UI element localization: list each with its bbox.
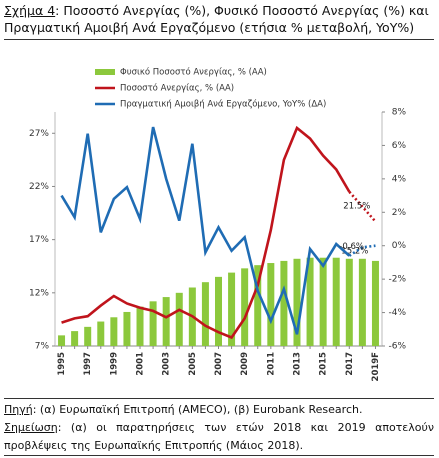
y2-tick-label: -2% bbox=[388, 275, 406, 285]
note-label: Σημείωση bbox=[4, 421, 58, 434]
bar bbox=[306, 257, 314, 346]
x-tick-label: 1997 bbox=[83, 352, 93, 376]
y2-tick-label: 0% bbox=[392, 241, 407, 251]
x-tick-label: 1999 bbox=[109, 352, 119, 376]
bar bbox=[228, 272, 236, 346]
bar bbox=[371, 260, 379, 346]
chart-title: : Ποσοστό Ανεργίας (%), Φυσικό Ποσοστό Α… bbox=[4, 3, 429, 35]
y2-tick-label: 2% bbox=[392, 208, 407, 218]
legend-label: Ποσοστό Ανεργίας, % (ΑΑ) bbox=[120, 83, 234, 94]
y2-tick-label: 8% bbox=[392, 108, 407, 118]
bar bbox=[319, 257, 327, 346]
y-tick-label: 22% bbox=[29, 182, 49, 192]
projection-line bbox=[348, 244, 376, 257]
bar bbox=[175, 292, 183, 346]
bar bbox=[149, 301, 157, 346]
x-tick-label: 2011 bbox=[266, 352, 276, 376]
source-text: : (α) Ευρωπαϊκή Επιτροπή (AMECO), (β) Eu… bbox=[32, 403, 363, 416]
y2-tick-label: 6% bbox=[392, 141, 407, 151]
bar bbox=[84, 326, 92, 346]
projection-line bbox=[348, 190, 377, 223]
source: Πηγή: (α) Ευρωπαϊκή Επιτροπή (AMECO), (β… bbox=[4, 401, 434, 419]
x-tick-label: 2007 bbox=[214, 352, 224, 376]
title-block: Σχήμα 4: Ποσοστό Ανεργίας (%), Φυσικό Πο… bbox=[4, 2, 434, 40]
legend-label: Φυσικό Ποσοστό Ανεργίας, % (ΑΑ) bbox=[120, 67, 267, 78]
bar bbox=[162, 297, 170, 346]
bar bbox=[123, 311, 131, 346]
x-tick-label: 2001 bbox=[136, 352, 146, 376]
x-tick-label: 2003 bbox=[162, 352, 172, 376]
data-label: 21.5% bbox=[343, 201, 370, 211]
bar bbox=[136, 306, 144, 346]
y-tick-label: 12% bbox=[29, 288, 49, 298]
chart: 7% 12% 17% 22% 27% -6% -4% -2% 0% 2% 4% 6% 8% 1995 199… bbox=[29, 67, 407, 382]
bar bbox=[267, 263, 275, 346]
bar bbox=[110, 317, 118, 346]
footer: Πηγή: (α) Ευρωπαϊκή Επιτροπή (AMECO), (β… bbox=[4, 398, 434, 456]
x-tick-label: 2013 bbox=[292, 352, 302, 376]
x-tick-label: 2019F bbox=[371, 352, 381, 382]
x-tick-label: 2017 bbox=[345, 352, 355, 376]
bar bbox=[280, 260, 288, 346]
data-label: 15.2% bbox=[341, 246, 368, 256]
note-text: : (α) οι παρατηρήσεις των ετών 2018 και … bbox=[4, 421, 434, 452]
bar bbox=[254, 265, 262, 346]
source-label: Πηγή bbox=[4, 403, 33, 416]
x-tick-label: 2015 bbox=[319, 352, 329, 376]
x-tick-label: 1995 bbox=[57, 352, 67, 376]
bar bbox=[332, 257, 340, 346]
line bbox=[61, 125, 351, 340]
y-tick-label: 17% bbox=[29, 235, 49, 245]
bar bbox=[71, 331, 79, 346]
bar bbox=[241, 268, 249, 346]
bar bbox=[201, 282, 209, 346]
bar bbox=[215, 276, 222, 346]
y2-tick-label: 4% bbox=[392, 174, 407, 184]
bar bbox=[345, 258, 353, 346]
note: Σημείωση: (α) οι παρατηρήσεις των ετών 2… bbox=[4, 419, 434, 455]
y-tick-label: 7% bbox=[35, 342, 50, 352]
bar bbox=[358, 258, 366, 346]
bar bbox=[97, 321, 105, 346]
x-tick-label: 2005 bbox=[188, 352, 198, 376]
bar bbox=[293, 258, 301, 346]
y-tick-label: 27% bbox=[29, 129, 49, 139]
legend-label: Πραγματική Αμοιβή Ανά Εργαζόμενο, YoY% (… bbox=[120, 99, 326, 110]
legend-swatch bbox=[95, 69, 115, 75]
y2-tick-label: -4% bbox=[388, 308, 406, 318]
bar bbox=[58, 335, 66, 346]
x-tick-label: 2009 bbox=[240, 352, 250, 376]
line bbox=[60, 126, 351, 335]
data-label: -0.6% bbox=[339, 242, 364, 252]
y2-tick-label: -6% bbox=[388, 342, 406, 352]
figure-label: Σχήμα 4 bbox=[4, 3, 56, 18]
